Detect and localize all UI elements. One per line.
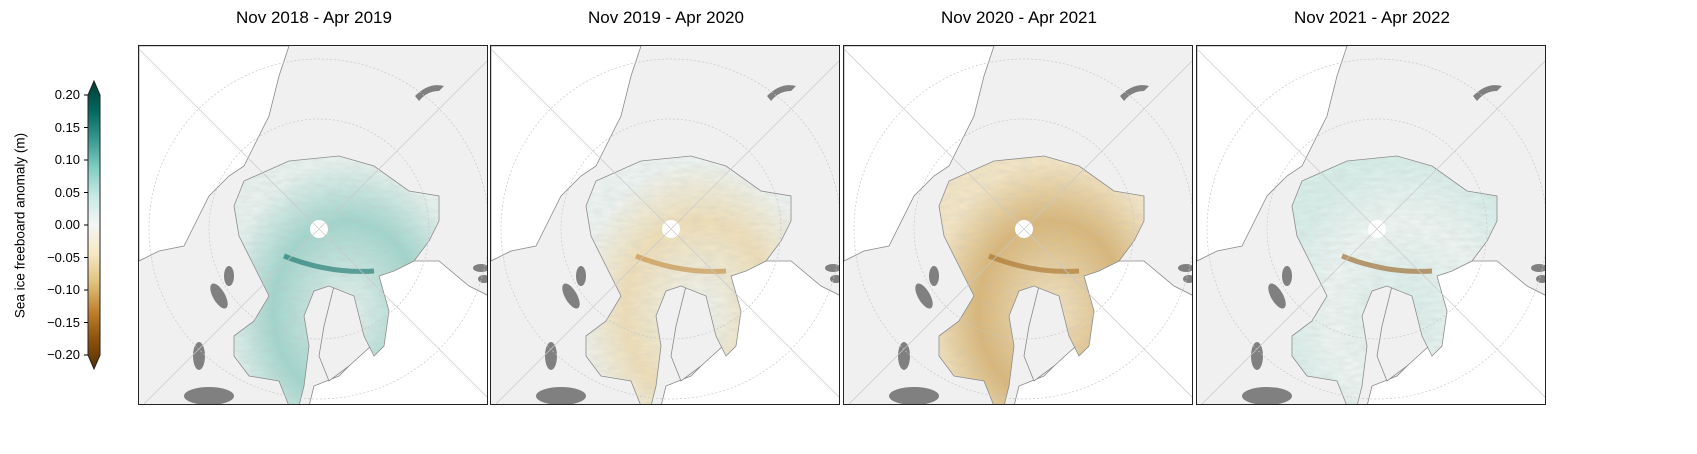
lakes [184, 85, 487, 404]
colorbar: 0.20 0.15 0.10 0.05 0.00 −0.05 −0.10 −0.15 −0.20… [0, 70, 140, 380]
pacific-ocean [139, 46, 290, 262]
colorbar-tick-label: −0.20 [47, 347, 80, 362]
graticule [844, 48, 1192, 404]
panel-title: Nov 2018 - Apr 2019 [236, 8, 392, 27]
sea-ice-texture [1292, 156, 1497, 404]
colorbar-tick-label: 0.15 [54, 119, 80, 135]
colorbar-gradient [84, 79, 101, 371]
lakes [889, 85, 1192, 404]
ice-anomaly-band [635, 253, 727, 274]
colorbar-tick-label: −0.10 [47, 282, 80, 297]
panel-title: Nov 2021 - Apr 2022 [1294, 8, 1450, 27]
panel-title: Nov 2020 - Apr 2021 [941, 8, 1097, 27]
ice-anomaly-band [283, 253, 375, 274]
map-panel [1196, 45, 1546, 405]
colorbar-tick-label: −0.15 [47, 314, 80, 330]
ice-anomaly-band [988, 253, 1080, 274]
graticule [139, 48, 487, 404]
colorbar-tick-label: 0.05 [54, 184, 80, 200]
arctic-map [491, 46, 839, 404]
map-panel [138, 45, 488, 405]
arctic-map [139, 46, 487, 404]
map-panel [843, 45, 1193, 405]
colorbar-tick-label: 0.20 [54, 87, 80, 102]
lakes [1242, 85, 1545, 404]
sea-ice-texture [234, 156, 439, 404]
colorbar-label: Sea ice freeboard anomaly (m) [12, 132, 28, 319]
graticule [1197, 48, 1545, 404]
map-panel [490, 45, 840, 405]
colorbar-tick-label: 0.00 [54, 217, 80, 232]
pacific-ocean [1197, 46, 1348, 262]
ice-anomaly-band [1341, 253, 1433, 274]
arctic-map [844, 46, 1192, 404]
arctic-map [1197, 46, 1545, 404]
lakes [536, 85, 839, 404]
colorbar-tick-label: −0.05 [47, 249, 80, 265]
panel-title: Nov 2019 - Apr 2020 [588, 8, 744, 27]
graticule [491, 48, 839, 404]
sea-ice-texture [586, 156, 791, 404]
colorbar-tick-label: 0.10 [54, 152, 80, 167]
pacific-ocean [844, 46, 995, 262]
sea-ice-texture [939, 156, 1144, 404]
pacific-ocean [491, 46, 642, 262]
